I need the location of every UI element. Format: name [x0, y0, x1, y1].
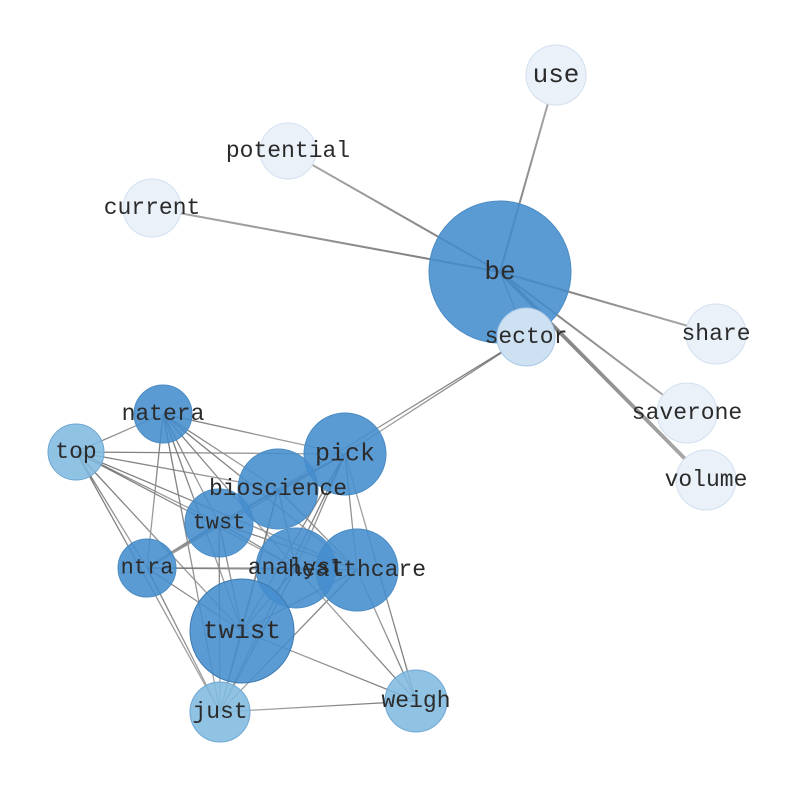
- svg-text:current: current: [104, 195, 201, 221]
- svg-text:top: top: [55, 439, 96, 465]
- svg-text:healthcare: healthcare: [288, 557, 426, 583]
- svg-text:saverone: saverone: [632, 400, 742, 426]
- svg-text:twst: twst: [193, 511, 246, 536]
- svg-text:be: be: [484, 257, 515, 287]
- svg-text:natera: natera: [122, 401, 205, 427]
- svg-text:pick: pick: [315, 440, 375, 469]
- svg-text:potential: potential: [226, 138, 350, 164]
- svg-text:weigh: weigh: [381, 688, 450, 714]
- svg-text:twist: twist: [203, 616, 281, 646]
- svg-text:share: share: [681, 321, 750, 347]
- svg-text:volume: volume: [665, 467, 748, 493]
- svg-text:sector: sector: [485, 324, 568, 350]
- svg-text:use: use: [533, 60, 580, 90]
- svg-text:just: just: [192, 699, 247, 725]
- svg-text:ntra: ntra: [121, 556, 174, 581]
- svg-text:bioscience: bioscience: [209, 476, 347, 502]
